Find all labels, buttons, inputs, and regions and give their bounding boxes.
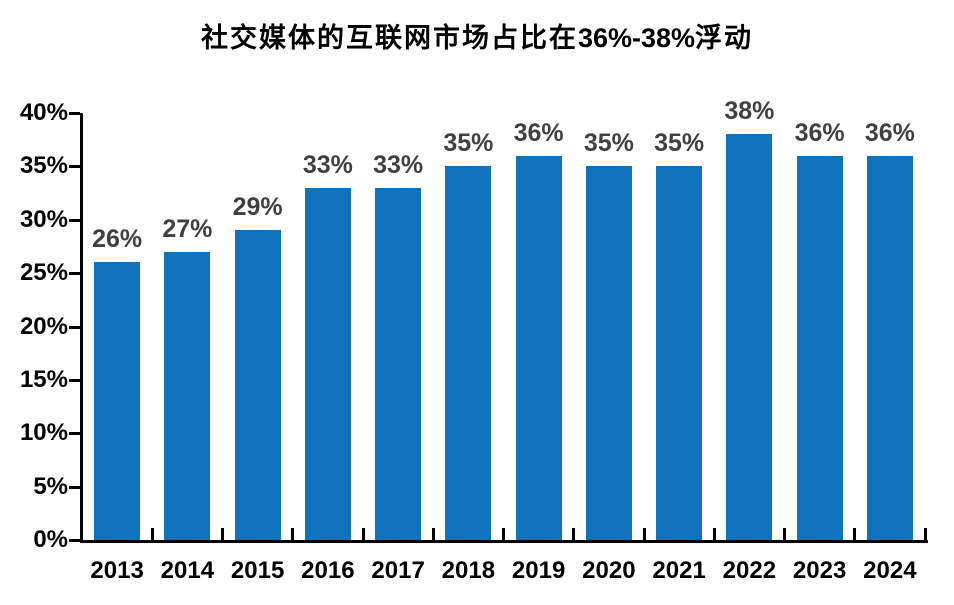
bar [866, 155, 913, 540]
chart-title: 社交媒体的互联网市场占比在36%-38%浮动 [0, 16, 954, 55]
x-axis-tick [712, 528, 716, 540]
x-axis-label: 2019 [511, 557, 566, 584]
bar [726, 134, 773, 540]
x-axis-label: 2013 [90, 557, 144, 584]
bar [445, 166, 492, 540]
y-axis-tick [69, 112, 80, 115]
bar [164, 251, 211, 540]
x-axis-tick [502, 528, 505, 540]
bar-label: 33% [373, 150, 424, 179]
x-axis-tick [291, 528, 295, 540]
bar-label: 27% [162, 214, 213, 243]
bar-label: 38% [724, 97, 775, 126]
y-axis-tick [69, 325, 80, 329]
bar-label: 35% [654, 129, 705, 158]
y-axis-tick [69, 485, 80, 489]
y-axis-label: 20% [19, 312, 68, 340]
x-axis-label: 2022 [722, 557, 777, 584]
y-axis-label: 30% [19, 205, 68, 233]
x-axis-tick [853, 528, 857, 540]
chart-title-range: 36%-38% [577, 23, 696, 53]
x-axis-tick [923, 528, 927, 540]
y-axis-tick [69, 539, 80, 542]
y-axis-tick [69, 378, 80, 382]
y-axis-label: 5% [33, 472, 68, 500]
x-axis-tick [642, 528, 646, 540]
x-axis-tick [783, 528, 786, 540]
x-axis-tick [572, 528, 576, 540]
x-axis-label: 2023 [792, 557, 847, 584]
bar-label: 29% [232, 193, 283, 222]
y-axis-tick [69, 272, 80, 276]
bar [515, 155, 562, 540]
bar-label: 33% [302, 150, 353, 179]
y-axis-label: 0% [33, 526, 68, 553]
bar [304, 187, 351, 540]
y-axis-label: 25% [19, 259, 68, 287]
y-axis-label: 35% [19, 152, 68, 180]
bar-label: 36% [864, 118, 915, 147]
x-axis-label: 2024 [863, 557, 917, 584]
y-axis-tick [69, 432, 80, 436]
bar-label: 35% [443, 129, 494, 158]
x-axis-label: 2015 [230, 557, 285, 584]
x-axis-label: 2017 [371, 557, 425, 584]
bar [94, 262, 141, 540]
x-axis-tick [221, 528, 224, 540]
y-axis-tick [69, 165, 80, 169]
bar [796, 155, 843, 540]
x-axis-tick [361, 528, 365, 540]
y-axis-tick [69, 218, 80, 222]
bar-label: 36% [513, 118, 564, 147]
x-axis-label: 2018 [441, 557, 496, 584]
x-axis-label: 2014 [160, 557, 215, 584]
y-axis-label: 40% [19, 99, 68, 126]
bar [234, 230, 281, 540]
chart-title-suffix: 浮动 [695, 23, 754, 54]
x-axis-label: 2016 [301, 557, 355, 584]
bar-label: 36% [794, 118, 845, 147]
bar [375, 187, 422, 540]
chart-title-prefix: 社交媒体的互联网市场占比在 [200, 23, 578, 54]
y-axis-label: 15% [19, 365, 68, 393]
x-axis-tick [431, 528, 435, 540]
y-axis-label: 10% [19, 419, 68, 447]
bar [656, 166, 703, 540]
x-axis-line [80, 540, 928, 543]
y-axis-line [80, 113, 83, 543]
bar-label: 35% [583, 129, 634, 158]
x-axis-label: 2021 [652, 557, 706, 584]
bar-label: 26% [92, 225, 143, 254]
bar [585, 166, 632, 540]
x-axis-tick [150, 528, 154, 540]
x-axis-label: 2020 [582, 557, 636, 584]
